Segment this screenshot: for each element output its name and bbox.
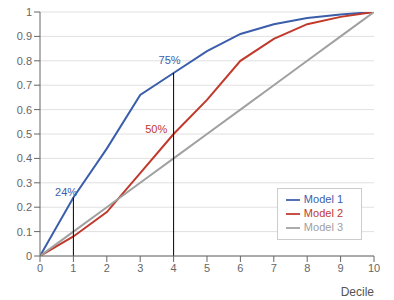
html-text:Model 3: Model 3 (303, 220, 343, 233)
svg-text:9: 9 (338, 262, 344, 274)
svg-text:Decile: Decile (341, 285, 375, 299)
svg-text:4: 4 (171, 262, 177, 274)
svg-text:0.6: 0.6 (17, 104, 32, 116)
svg-text:24%: 24% (55, 186, 77, 198)
svg-text:10: 10 (368, 262, 380, 274)
html-text:Model 1: Model 1 (303, 192, 343, 205)
svg-text:6: 6 (237, 262, 243, 274)
html-text:Model 2: Model 2 (303, 206, 343, 219)
svg-text:0.7: 0.7 (17, 79, 32, 91)
svg-text:0: 0 (37, 262, 43, 274)
svg-text:0.2: 0.2 (17, 201, 32, 213)
svg-text:5: 5 (204, 262, 210, 274)
svg-text:1: 1 (26, 6, 32, 18)
svg-text:0.9: 0.9 (17, 30, 32, 42)
svg-text:0.3: 0.3 (17, 177, 32, 189)
svg-text:0.4: 0.4 (17, 152, 32, 164)
svg-text:75%: 75% (159, 54, 181, 66)
svg-text:7: 7 (271, 262, 277, 274)
svg-text:0.8: 0.8 (17, 55, 32, 67)
svg-text:0: 0 (26, 250, 32, 262)
svg-text:0.5: 0.5 (17, 128, 32, 140)
svg-text:3: 3 (137, 262, 143, 274)
svg-text:0.1: 0.1 (17, 226, 32, 238)
svg-text:50%: 50% (145, 123, 167, 135)
svg-text:8: 8 (304, 262, 310, 274)
svg-text:2: 2 (104, 262, 110, 274)
svg-text:1: 1 (70, 262, 76, 274)
